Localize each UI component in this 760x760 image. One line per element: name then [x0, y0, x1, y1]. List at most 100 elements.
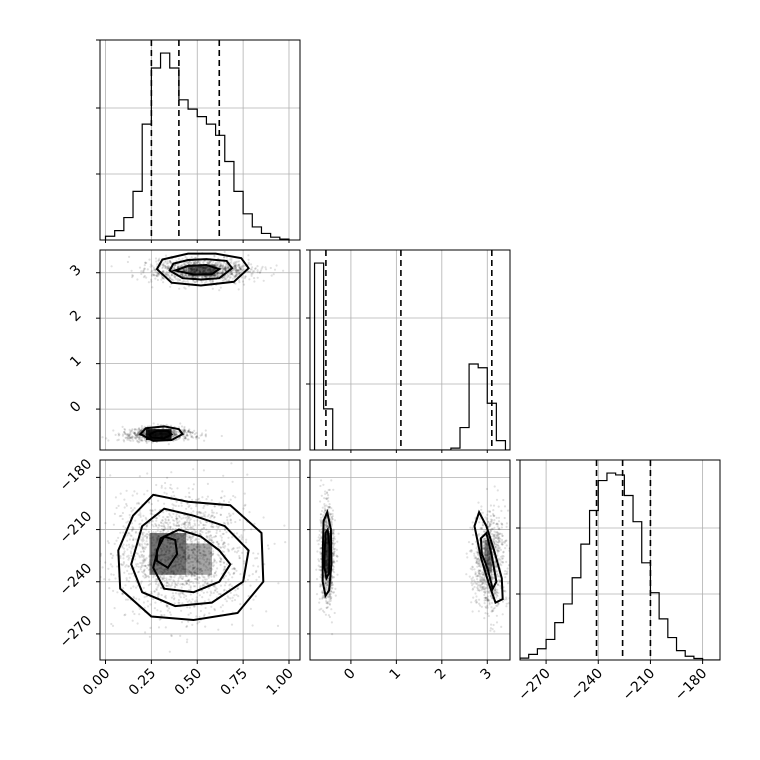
sample-point [138, 436, 141, 439]
sample-point [157, 584, 160, 587]
diag-panel-0 [96, 39, 301, 243]
sample-point [490, 575, 493, 578]
sample-point [491, 575, 494, 579]
sample-point [231, 567, 234, 571]
sample-point [315, 578, 319, 581]
sample-point [136, 492, 139, 495]
sample-point [202, 469, 205, 472]
sample-point [207, 568, 210, 572]
sample-point [208, 567, 211, 570]
sample-point [318, 568, 321, 571]
sample-point [336, 540, 339, 543]
sample-point [193, 552, 196, 555]
sample-point [172, 265, 176, 268]
sample-point [122, 554, 125, 557]
sample-point [172, 579, 175, 582]
sample-point [140, 428, 143, 431]
sample-point [221, 532, 224, 536]
sample-point [192, 548, 195, 552]
sample-point [230, 259, 233, 262]
sample-point [154, 663, 156, 665]
sample-point [117, 438, 120, 441]
sample-point [143, 267, 146, 270]
pair-frame-0-2 [99, 459, 301, 661]
sample-point [125, 521, 128, 524]
sample-point [283, 524, 286, 527]
sample-point [332, 591, 335, 594]
sample-point [187, 536, 190, 539]
sample-point [227, 265, 230, 269]
sample-point [130, 510, 133, 513]
sample-point [132, 439, 135, 442]
sample-point [230, 272, 233, 275]
sample-point [233, 567, 236, 570]
sample-point [227, 596, 230, 599]
sample-point [155, 271, 158, 274]
sample-point [238, 267, 241, 270]
sample-point [485, 546, 488, 549]
sample-point [175, 432, 178, 436]
sample-point [143, 264, 146, 267]
sample-point [181, 577, 184, 580]
sample-point [150, 280, 153, 283]
sample-point [213, 607, 216, 611]
sample-point [231, 270, 234, 273]
sample-point [327, 578, 330, 581]
sample-point [123, 614, 126, 617]
sample-point [210, 525, 213, 528]
sample-point [240, 269, 244, 272]
sample-point [212, 550, 215, 553]
sample-point [331, 583, 334, 587]
sample-point [191, 498, 194, 501]
sample-point [195, 435, 198, 438]
sample-point [167, 273, 170, 277]
sample-point [173, 433, 177, 436]
sample-point [227, 536, 230, 539]
sample-point [182, 575, 185, 578]
sample-point [215, 272, 218, 275]
sample-point [134, 538, 138, 541]
sample-point [151, 273, 154, 276]
sample-point [213, 584, 216, 587]
sample-point [125, 564, 128, 567]
sample-point [196, 280, 199, 283]
sample-point [144, 565, 147, 568]
sample-point [121, 434, 124, 437]
sample-point [163, 526, 167, 529]
sample-point [224, 262, 227, 265]
sample-point [251, 624, 254, 627]
sample-point [128, 428, 131, 431]
sample-point [247, 595, 250, 598]
sample-point [185, 268, 188, 271]
sample-point [201, 572, 204, 575]
sample-point [319, 521, 322, 524]
sample-point [151, 286, 154, 289]
sample-point [203, 550, 206, 553]
sample-point [226, 275, 229, 278]
sample-point [233, 567, 236, 570]
sample-point [318, 597, 321, 601]
sample-point [126, 555, 129, 558]
sample-point [190, 574, 193, 577]
sample-point [164, 527, 167, 530]
sample-point [170, 516, 173, 519]
sample-point [122, 439, 125, 442]
sample-point [210, 563, 213, 566]
sample-point [124, 432, 127, 435]
sample-point [486, 598, 490, 601]
sample-point [141, 537, 144, 541]
sample-point [224, 264, 227, 268]
sample-point [179, 591, 182, 594]
sample-point [194, 571, 198, 574]
sample-point [215, 273, 218, 276]
sample-point [186, 525, 189, 529]
sample-point [165, 579, 168, 582]
sample-point [243, 492, 246, 495]
sample-point [249, 607, 252, 611]
sample-point [127, 543, 131, 546]
sample-point [485, 586, 488, 589]
sample-point [229, 583, 232, 586]
sample-point [244, 503, 247, 506]
sample-point [135, 502, 139, 505]
sample-point [187, 505, 190, 508]
